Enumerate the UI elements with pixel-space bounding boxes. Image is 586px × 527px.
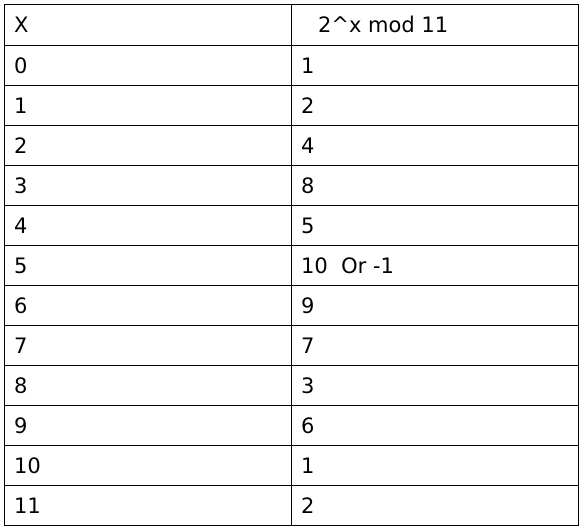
table-row: 11 2: [4, 485, 579, 526]
table-row: 10 1: [4, 445, 579, 486]
cell-x: 5: [4, 245, 292, 286]
cell-value: 7: [291, 325, 579, 366]
cell-x: 4: [4, 205, 292, 246]
table-row: 5 10 Or -1: [4, 245, 579, 286]
header-2x-mod-11: 2^x mod 11: [291, 4, 579, 46]
cell-x: 3: [4, 165, 292, 206]
cell-value: 3: [291, 365, 579, 406]
cell-x: 0: [4, 45, 292, 86]
cell-x: 10: [4, 445, 292, 486]
cell-value: 9: [291, 285, 579, 326]
table-row: 4 5: [4, 205, 579, 246]
table-header-row: X 2^x mod 11: [4, 4, 579, 46]
table-row: 3 8: [4, 165, 579, 206]
power-mod-table-container: X 2^x mod 11 0 1 1 2 2 4 3 8 4 5: [4, 4, 579, 526]
cell-x: 7: [4, 325, 292, 366]
cell-x: 8: [4, 365, 292, 406]
cell-value: 2: [291, 485, 579, 526]
table-row: 0 1: [4, 45, 579, 86]
cell-value: 8: [291, 165, 579, 206]
cell-x: 6: [4, 285, 292, 326]
cell-x: 11: [4, 485, 292, 526]
cell-value: 1: [291, 45, 579, 86]
cell-value: 1: [291, 445, 579, 486]
cell-value: 4: [291, 125, 579, 166]
power-mod-table: X 2^x mod 11 0 1 1 2 2 4 3 8 4 5: [4, 4, 579, 526]
cell-value: 2: [291, 85, 579, 126]
table-row: 7 7: [4, 325, 579, 366]
table-row: 2 4: [4, 125, 579, 166]
cell-x: 2: [4, 125, 292, 166]
cell-x: 9: [4, 405, 292, 446]
cell-value: 5: [291, 205, 579, 246]
header-x: X: [4, 4, 292, 46]
table-row: 1 2: [4, 85, 579, 126]
table-row: 8 3: [4, 365, 579, 406]
cell-x: 1: [4, 85, 292, 126]
table-row: 6 9: [4, 285, 579, 326]
cell-value: 6: [291, 405, 579, 446]
table-row: 9 6: [4, 405, 579, 446]
cell-value: 10 Or -1: [291, 245, 579, 286]
